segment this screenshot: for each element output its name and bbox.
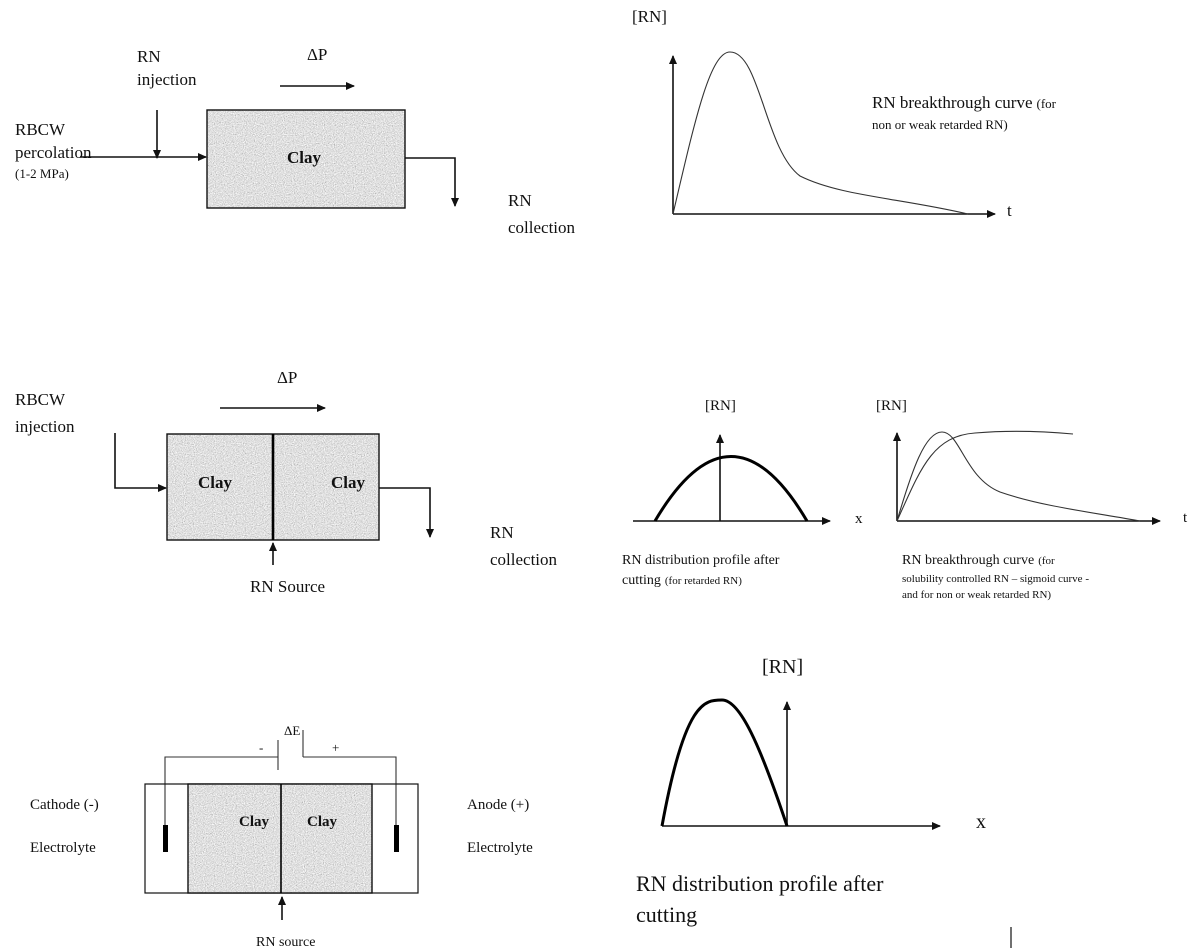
- graph3-x-label: x: [976, 811, 986, 833]
- clay-right-label-3: Clay: [307, 814, 338, 830]
- rn-source-label-3: RN source: [256, 935, 316, 950]
- panel-electromigration: ΔE - + Clay Clay Cathode (-) Electrolyte…: [30, 656, 1012, 950]
- injection-arrow-2: [114, 433, 167, 492]
- graph1-caption-paren: (for: [1037, 96, 1057, 111]
- profile-caption-main: cutting: [622, 573, 661, 588]
- breakthrough-curve-1: [672, 51, 969, 215]
- bt2-caption-line2: solubility controlled RN – sigmoid curve…: [902, 573, 1089, 585]
- clay-sample-3: [188, 784, 372, 893]
- retarded-profile-curve: [653, 455, 809, 522]
- clay-left-label: Clay: [198, 473, 233, 492]
- rn-collection-label-2-line2: collection: [490, 550, 558, 569]
- delta-p-label: ΔP: [307, 45, 327, 64]
- profile-x-label: x: [855, 511, 863, 527]
- anode-wire: [303, 756, 397, 825]
- rn-injection-label-line2: injection: [137, 70, 197, 89]
- rbcw-label-2: RBCW: [15, 390, 66, 409]
- rbcw-label: RBCW: [15, 120, 66, 139]
- panel-percolation: RN injection ΔP RBCW percolation (1-2 MP…: [15, 7, 1057, 237]
- rn-injection-label-line1: RN: [137, 47, 161, 66]
- injection-label-2: injection: [15, 417, 75, 436]
- collection-arrow: [405, 157, 459, 207]
- graph1-caption-main: RN breakthrough curve: [872, 93, 1033, 112]
- bt2-caption-line1: RN breakthrough curve (for: [902, 553, 1055, 568]
- pressure-label: (1-2 MPa): [15, 166, 69, 181]
- clay-sample-border: [206, 109, 406, 209]
- plus-sign: +: [332, 740, 339, 755]
- panel-diffusion: ΔP RBCW injection Clay Clay RN Source RN…: [15, 368, 1188, 601]
- profile-caption-line1: RN distribution profile after: [622, 553, 780, 568]
- minus-sign: -: [259, 740, 263, 755]
- graph1-caption-line1: RN breakthrough curve (for: [872, 93, 1057, 112]
- percolation-label: percolation: [15, 143, 92, 162]
- graph1-caption-line2: non or weak retarded RN): [872, 117, 1008, 132]
- profile-caption-line2: cutting (for retarded RN): [622, 573, 742, 588]
- graph3-y-label: [RN]: [762, 656, 803, 678]
- clay-left-label-3: Clay: [239, 814, 270, 830]
- rn-collection-label-line1: RN: [508, 191, 532, 210]
- bt2-y-label: [RN]: [876, 398, 907, 414]
- migration-profile-curve: [660, 698, 789, 827]
- profile-y-label: [RN]: [705, 398, 736, 414]
- graph1-y-label: [RN]: [632, 7, 667, 26]
- anode-label: Anode (+): [467, 797, 529, 813]
- sigmoid-curve: [896, 430, 1074, 522]
- bt2-caption-paren: (for: [1038, 555, 1055, 567]
- cathode-label: Cathode (-): [30, 797, 99, 813]
- cathode-electrolyte-label: Electrolyte: [30, 840, 96, 856]
- clay-sample: [207, 110, 405, 208]
- delta-p-label-2: ΔP: [277, 368, 297, 387]
- bt2-x-label: t: [1183, 510, 1188, 526]
- clay-label: Clay: [287, 148, 322, 167]
- anode-electrolyte-label: Electrolyte: [467, 840, 533, 856]
- rn-source-label: RN Source: [250, 577, 325, 596]
- cathode-electrode: [163, 825, 168, 852]
- rn-collection-label-2-line1: RN: [490, 523, 514, 542]
- clay-sample-3-border: [187, 783, 373, 894]
- anode-electrode: [394, 825, 399, 852]
- profile-caption-paren: (for retarded RN): [665, 575, 742, 587]
- cathode-wire: [164, 756, 278, 825]
- graph3-caption-line1: RN distribution profile after: [636, 871, 884, 896]
- rn-collection-label-line2: collection: [508, 218, 576, 237]
- weak-retarded-curve: [896, 431, 1141, 522]
- bt2-caption-main: RN breakthrough curve: [902, 553, 1034, 568]
- delta-e-label: ΔE: [284, 723, 300, 738]
- collection-arrow-2: [379, 487, 434, 538]
- bt2-caption-line3: and for non or weak retarded RN): [902, 589, 1051, 601]
- clay-right-label: Clay: [331, 473, 366, 492]
- graph1-x-label: t: [1007, 201, 1012, 220]
- graph3-caption-line2: cutting: [636, 902, 697, 927]
